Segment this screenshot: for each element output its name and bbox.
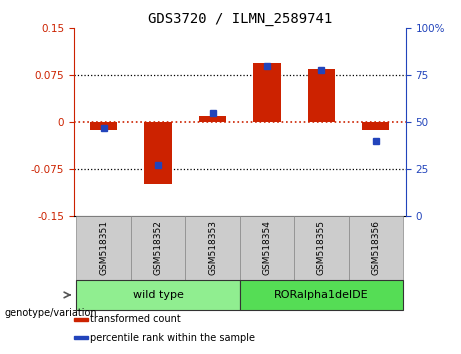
Text: percentile rank within the sample: percentile rank within the sample (90, 333, 255, 343)
Bar (254, 63, 281, 122)
Bar (349, 216, 403, 280)
Bar (74, 336, 88, 339)
Bar (199, 116, 226, 122)
Bar (77, 216, 131, 280)
Text: wild type: wild type (133, 290, 183, 300)
Bar (185, 216, 240, 280)
Text: genotype/variation: genotype/variation (5, 308, 97, 318)
Bar (144, 122, 171, 184)
Text: GSM518353: GSM518353 (208, 221, 217, 275)
Bar (90, 122, 117, 130)
Bar (362, 122, 390, 130)
Bar (294, 216, 349, 280)
Bar (240, 280, 403, 310)
Text: RORalpha1delDE: RORalpha1delDE (274, 290, 369, 300)
Text: GSM518355: GSM518355 (317, 221, 326, 275)
Text: GSM518351: GSM518351 (99, 221, 108, 275)
Text: transformed count: transformed count (90, 314, 181, 324)
Bar (240, 216, 294, 280)
Title: GDS3720 / ILMN_2589741: GDS3720 / ILMN_2589741 (148, 12, 332, 26)
Text: GSM518352: GSM518352 (154, 221, 163, 275)
Bar (74, 318, 88, 320)
Bar (131, 216, 185, 280)
Text: GSM518356: GSM518356 (371, 221, 380, 275)
Bar (308, 69, 335, 122)
Bar (77, 280, 240, 310)
Text: GSM518354: GSM518354 (262, 221, 272, 275)
